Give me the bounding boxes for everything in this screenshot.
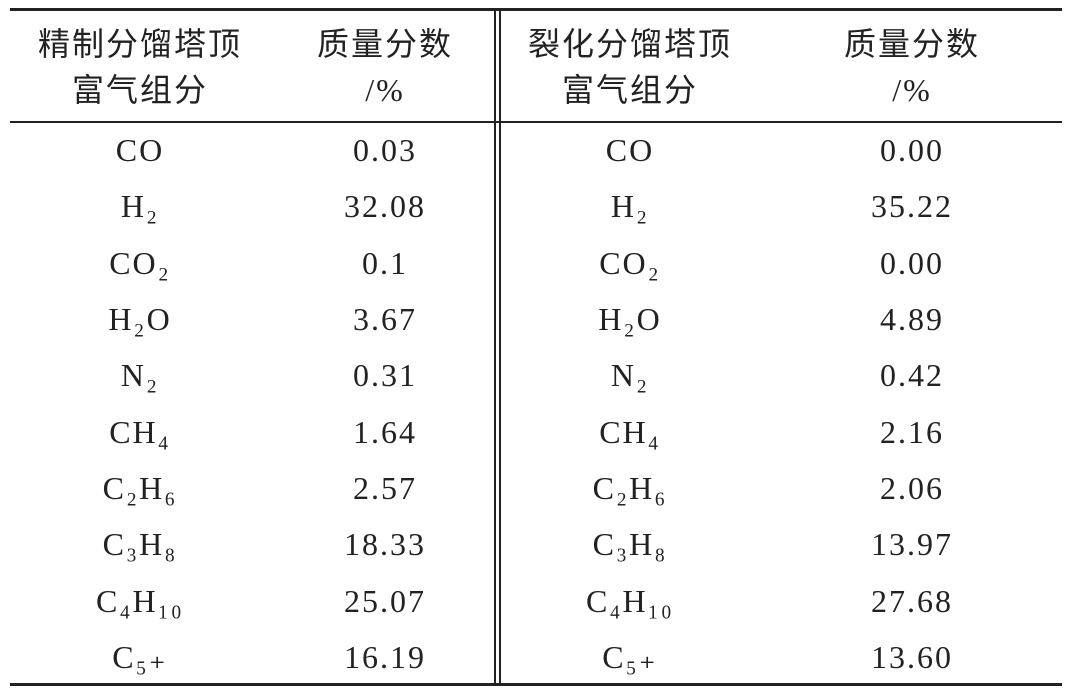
value-cell: 2.16 — [880, 413, 944, 450]
header-text: 精制分馏塔顶 — [37, 26, 242, 62]
component-cell: C₂H₆ — [592, 469, 668, 506]
value-cell: 1.64 — [353, 413, 417, 450]
value-cell: 25.07 — [344, 582, 426, 619]
value-cell: 2.06 — [880, 469, 944, 506]
component-cell: C₄H₁₀ — [586, 582, 674, 619]
header-text: 富气组分 — [561, 72, 698, 108]
value-cell: 0.00 — [880, 244, 944, 281]
component-cell: H₂O — [598, 301, 662, 338]
value-cell: 35.22 — [871, 188, 953, 225]
component-cell: N₂ — [610, 357, 650, 394]
header-rule — [10, 121, 1062, 123]
value-cell: 27.68 — [871, 582, 953, 619]
component-cell: C₅₊ — [602, 638, 658, 675]
component-cell: H₂O — [108, 301, 172, 338]
component-cell: CH₄ — [599, 413, 661, 450]
value-cell: 0.03 — [353, 132, 417, 169]
bottom-rule — [10, 683, 1062, 686]
divider-line — [494, 8, 496, 686]
top-rule — [10, 8, 1062, 11]
header-text: /% — [892, 72, 932, 108]
component-cell: H₂ — [120, 188, 160, 225]
component-cell: C₄H₁₀ — [96, 582, 184, 619]
component-cell: H₂ — [610, 188, 650, 225]
component-cell: N₂ — [120, 357, 160, 394]
component-cell: CH₄ — [109, 413, 171, 450]
header-text: /% — [365, 72, 405, 108]
header-text: 裂化分馏塔顶 — [527, 26, 732, 62]
value-cell: 13.60 — [871, 638, 953, 675]
value-cell: 32.08 — [344, 188, 426, 225]
value-cell: 13.97 — [871, 526, 953, 563]
component-cell: C₃H₈ — [102, 526, 178, 563]
value-cell: 16.19 — [344, 638, 426, 675]
component-cell: CO — [115, 132, 165, 169]
value-cell: 0.42 — [880, 357, 944, 394]
value-cell: 4.89 — [880, 301, 944, 338]
value-cell: 0.1 — [362, 244, 408, 281]
value-cell: 0.00 — [880, 132, 944, 169]
header-text: 质量分数 — [843, 26, 980, 62]
value-cell: 3.67 — [353, 301, 417, 338]
component-cell: CO — [605, 132, 655, 169]
component-cell: C₅₊ — [112, 638, 168, 675]
component-cell: C₂H₆ — [102, 469, 178, 506]
header-text: 质量分数 — [316, 26, 453, 62]
value-cell: 18.33 — [344, 526, 426, 563]
header-text: 富气组分 — [71, 72, 208, 108]
component-cell: C₃H₈ — [592, 526, 668, 563]
divider-line — [499, 8, 501, 686]
component-cell: CO₂ — [599, 244, 661, 281]
value-cell: 2.57 — [353, 469, 417, 506]
value-cell: 0.31 — [353, 357, 417, 394]
component-cell: CO₂ — [109, 244, 171, 281]
